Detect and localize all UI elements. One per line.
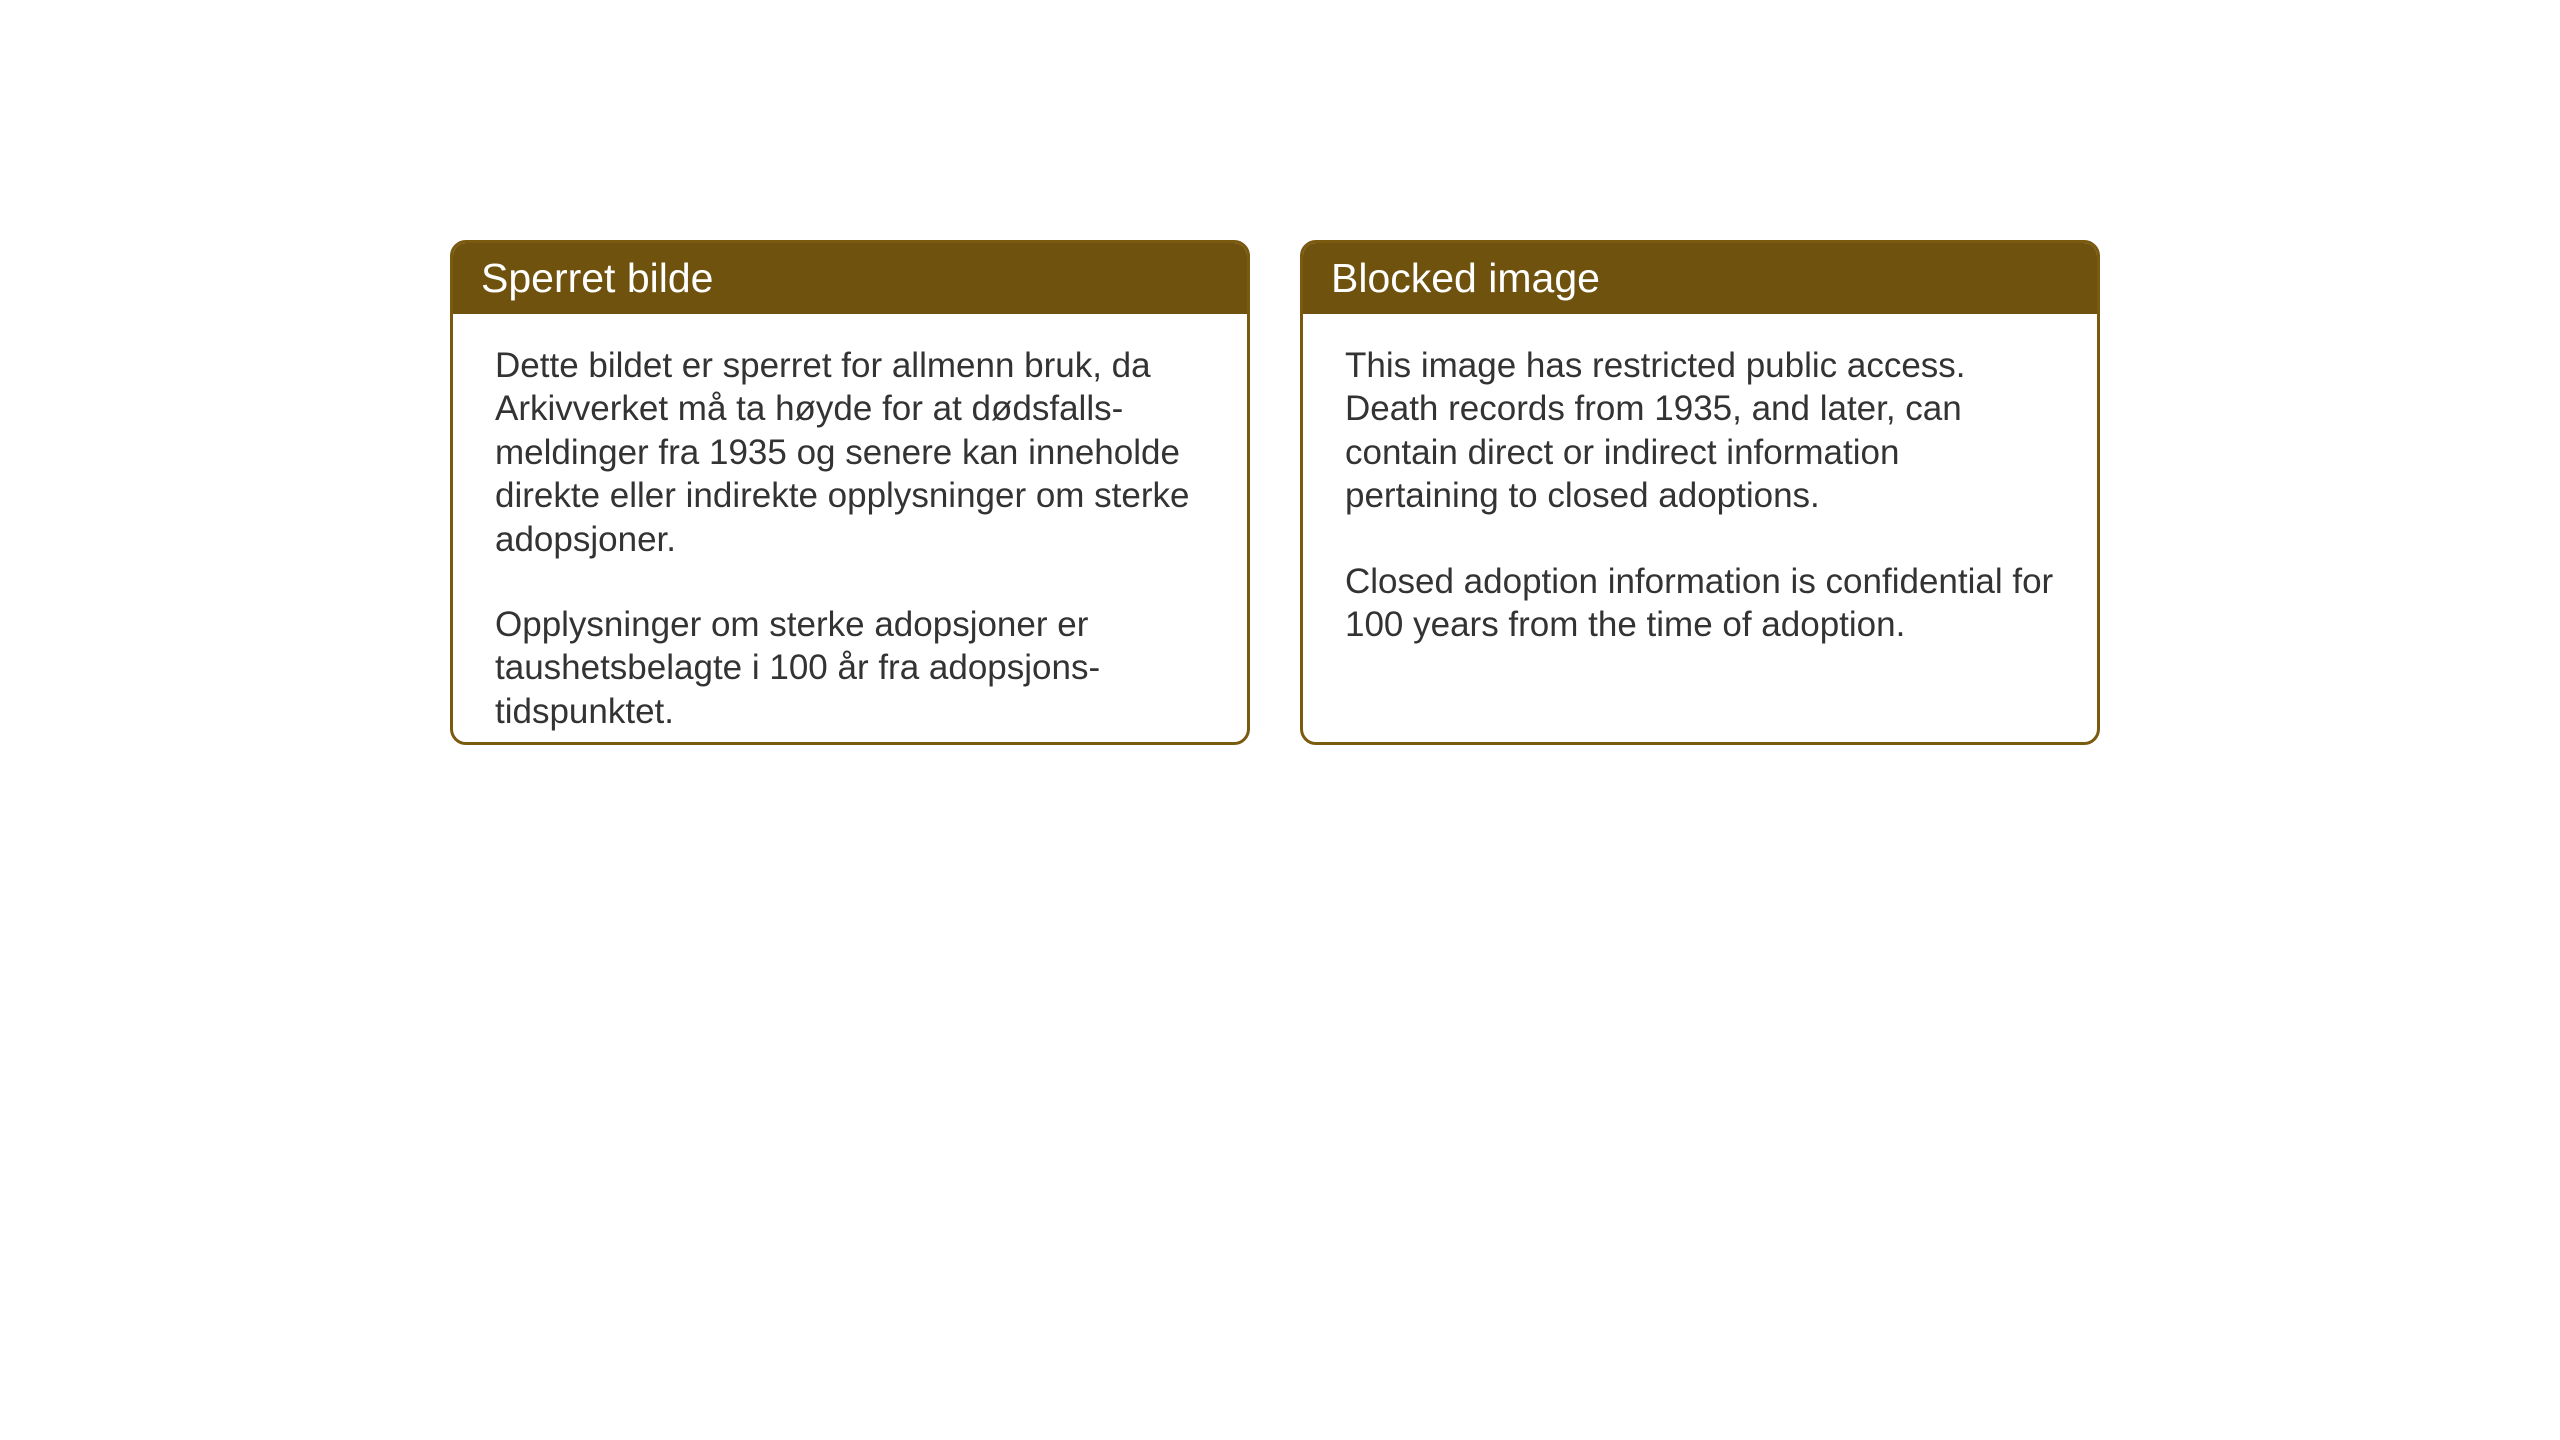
card-english: Blocked image This image has restricted … — [1300, 240, 2100, 745]
paragraph-norwegian-1: Dette bildet er sperret for allmenn bruk… — [495, 344, 1205, 561]
card-header-norwegian: Sperret bilde — [453, 243, 1247, 314]
card-norwegian: Sperret bilde Dette bildet er sperret fo… — [450, 240, 1250, 745]
card-title-norwegian: Sperret bilde — [481, 255, 713, 301]
card-header-english: Blocked image — [1303, 243, 2097, 314]
card-body-norwegian: Dette bildet er sperret for allmenn bruk… — [453, 314, 1247, 745]
card-title-english: Blocked image — [1331, 255, 1600, 301]
paragraph-english-1: This image has restricted public access.… — [1345, 344, 2055, 518]
card-body-english: This image has restricted public access.… — [1303, 314, 2097, 676]
paragraph-norwegian-2: Opplysninger om sterke adopsjoner er tau… — [495, 603, 1205, 733]
notice-container: Sperret bilde Dette bildet er sperret fo… — [0, 0, 2560, 745]
paragraph-english-2: Closed adoption information is confident… — [1345, 560, 2055, 647]
